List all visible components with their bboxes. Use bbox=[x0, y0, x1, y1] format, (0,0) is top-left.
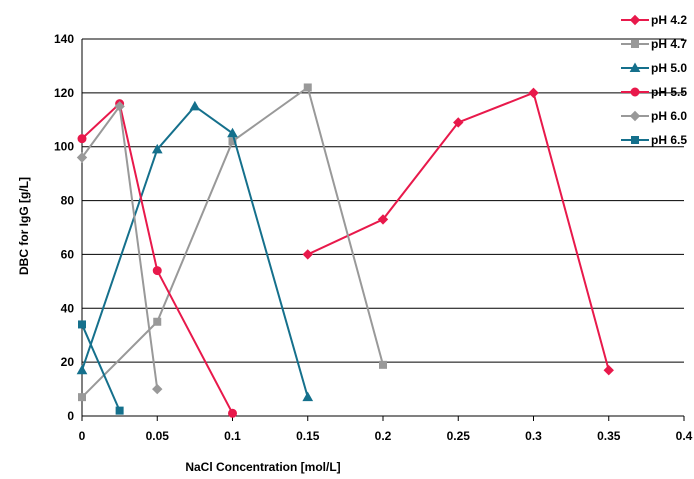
data-point bbox=[152, 383, 163, 395]
x-axis-title: NaCl Concentration [mol/L] bbox=[185, 460, 340, 474]
data-point bbox=[189, 100, 201, 111]
series-line bbox=[81, 104, 309, 398]
legend-item: pH 6.0 bbox=[621, 109, 687, 123]
y-tick-label: 40 bbox=[61, 301, 75, 315]
data-point bbox=[303, 83, 312, 92]
series-line bbox=[81, 101, 234, 414]
legend-item: pH 6.5 bbox=[621, 133, 687, 147]
y-tick-label: 60 bbox=[61, 247, 75, 261]
data-point bbox=[228, 408, 237, 418]
x-tick-label: 0.25 bbox=[447, 429, 471, 443]
y-tick-label: 80 bbox=[61, 194, 75, 208]
data-point bbox=[153, 317, 162, 326]
x-tick-label: 0.05 bbox=[146, 429, 170, 443]
y-tick-label: 120 bbox=[54, 86, 74, 100]
legend-item: pH 5.5 bbox=[621, 85, 687, 99]
x-tick-label: 0.35 bbox=[597, 429, 621, 443]
data-point bbox=[78, 393, 86, 402]
legend-label: pH 5.0 bbox=[651, 61, 687, 75]
data-point bbox=[528, 87, 539, 99]
data-point bbox=[77, 134, 87, 144]
legend-label: pH 6.0 bbox=[651, 109, 687, 123]
data-point bbox=[302, 249, 313, 260]
data-point bbox=[115, 406, 124, 415]
data-point bbox=[453, 117, 464, 128]
legend-label: pH 6.5 bbox=[651, 133, 687, 147]
legend-marker bbox=[629, 62, 641, 72]
legend-label: pH 4.2 bbox=[651, 13, 687, 27]
data-point bbox=[377, 214, 389, 225]
legend-marker bbox=[629, 14, 641, 26]
legend-marker bbox=[631, 136, 639, 144]
data-point bbox=[114, 101, 125, 112]
legend-marker bbox=[629, 110, 641, 122]
legend-label: pH 4.7 bbox=[651, 37, 687, 51]
series-ph-6-5 bbox=[78, 320, 124, 415]
y-tick-label: 20 bbox=[61, 355, 75, 369]
legend-marker bbox=[631, 40, 639, 48]
y-tick-labels: 0 20 40 60 80 100 120 140 bbox=[54, 32, 74, 423]
data-point bbox=[227, 127, 238, 138]
data-point bbox=[152, 266, 162, 276]
data-point bbox=[603, 365, 614, 376]
x-tick-label: 0.15 bbox=[296, 429, 320, 443]
grid-lines bbox=[82, 38, 684, 363]
y-tick-label: 0 bbox=[67, 409, 74, 423]
data-point bbox=[302, 391, 314, 402]
legend-marker bbox=[630, 87, 640, 97]
series-ph-6-0 bbox=[76, 101, 163, 395]
data-point bbox=[76, 364, 88, 375]
x-tick-label: 0 bbox=[79, 429, 86, 443]
data-point bbox=[78, 320, 86, 329]
data-point bbox=[379, 360, 387, 369]
series-line bbox=[81, 324, 121, 412]
data-point bbox=[151, 143, 163, 154]
legend-item: pH 5.0 bbox=[621, 61, 687, 75]
series-line bbox=[307, 91, 610, 371]
data-point bbox=[228, 137, 237, 146]
legend-label: pH 5.5 bbox=[651, 85, 687, 99]
data-point bbox=[76, 152, 88, 163]
legend: pH 4.2 pH 4.7 pH 5.0 pH 5.5 pH 6.0 pH 6.5 bbox=[621, 13, 687, 147]
legend-item: pH 4.7 bbox=[621, 37, 687, 51]
x-tick-label: 0.1 bbox=[224, 429, 241, 443]
x-tick-label: 0.4 bbox=[676, 429, 693, 443]
x-tick-labels: 0 0.05 0.1 0.15 0.2 0.25 0.3 0.35 0.4 bbox=[79, 429, 693, 443]
x-tick-label: 0.2 bbox=[375, 429, 392, 443]
y-tick-label: 100 bbox=[54, 140, 74, 154]
legend-item: pH 4.2 bbox=[621, 13, 687, 27]
x-tick-label: 0.3 bbox=[525, 429, 542, 443]
series-ph-4-2 bbox=[302, 87, 614, 376]
y-tick-label: 140 bbox=[54, 32, 74, 46]
series-line bbox=[81, 103, 159, 390]
series-ph-5-0 bbox=[76, 100, 314, 402]
y-axis-title: DBC for IgG [g/L] bbox=[17, 177, 31, 275]
series-group bbox=[76, 83, 614, 418]
series-ph-4-7 bbox=[78, 83, 387, 402]
